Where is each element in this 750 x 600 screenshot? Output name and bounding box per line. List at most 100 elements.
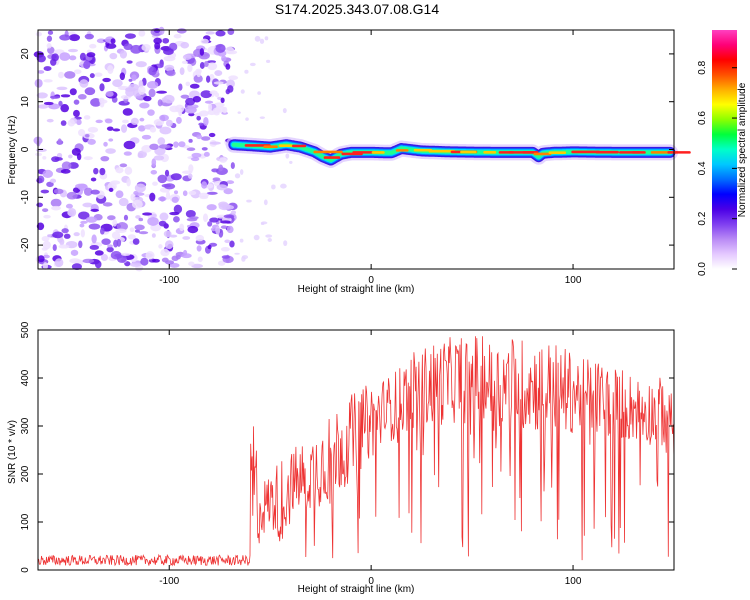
noise-blob [143,95,152,102]
spectrogram-noise-region [33,26,293,272]
x-tick-label: -100 [159,576,179,587]
noise-blob [152,258,160,263]
noise-blob [112,219,118,227]
noise-blob [285,153,290,159]
noise-blob [226,225,234,234]
noise-blob [188,164,194,173]
noise-blob [219,157,228,163]
noise-blob [158,144,171,149]
noise-blob [149,126,157,133]
noise-blob [259,116,265,119]
noise-blob [149,192,156,202]
noise-blob [163,48,174,56]
noise-blob [161,183,171,188]
y-tick-label: 300 [20,417,31,434]
noise-blob [182,236,191,240]
noise-blob [130,44,142,54]
noise-blob [134,224,145,231]
noise-blob [123,151,132,156]
noise-blob [80,229,85,238]
noise-blob [160,153,169,163]
noise-blob [205,31,215,35]
noise-blob [90,208,99,212]
noise-blob [124,166,133,175]
noise-blob [69,88,77,96]
noise-blob [123,214,129,221]
noise-blob [59,52,71,61]
noise-blob [42,262,49,270]
noise-blob [209,217,219,223]
noise-blob [207,221,213,227]
noise-blob [140,257,149,266]
noise-blob [100,254,109,262]
noise-blob [240,89,245,94]
noise-blob [181,60,188,65]
noise-blob [94,250,104,256]
noise-blob [159,212,169,221]
noise-blob [264,36,269,41]
noise-blob [150,224,162,232]
noise-blob [69,34,80,42]
noise-blob [127,234,136,240]
noise-blob [88,223,101,230]
spectrogram-x-label: Height of straight line (km) [298,284,415,295]
x-tick-label: 100 [565,576,582,587]
y-tick-label: 400 [20,369,31,386]
noise-blob [198,192,209,198]
noise-blob [136,95,143,99]
noise-blob [121,124,128,133]
noise-blob [40,189,50,194]
noise-blob [111,231,121,240]
snr-panel: -100 0 100 0 100 200 300 400 500 Height of stra… [7,321,675,595]
colorbar-gradient [712,30,737,269]
noise-blob [79,79,89,88]
noise-blob [212,107,221,114]
noise-blob [36,54,46,63]
noise-blob [163,230,172,238]
noise-blob [191,263,204,269]
noise-blob [103,141,108,147]
noise-blob [102,77,111,83]
noise-blob [237,111,241,114]
noise-blob [112,128,121,132]
noise-blob [217,260,226,266]
noise-blob [190,157,200,162]
noise-blob [207,244,212,250]
noise-blob [129,227,135,232]
noise-blob [164,240,174,250]
noise-blob [56,86,68,91]
noise-blob [80,220,88,224]
noise-blob [125,88,135,97]
x-tick-label: 0 [368,576,374,587]
noise-blob [37,255,45,263]
noise-blob [220,225,228,229]
noise-blob [138,86,146,95]
noise-blob [96,38,106,44]
noise-blob [201,181,208,189]
noise-blob [185,97,196,106]
noise-blob [206,191,218,195]
noise-blob [200,38,209,44]
noise-blob [246,199,252,203]
noise-blob [259,38,265,44]
noise-blob [260,222,265,226]
noise-blob [160,248,170,257]
noise-blob [220,97,225,104]
noise-blob [87,126,99,133]
noise-blob [154,42,161,50]
noise-blob [147,81,159,89]
noise-blob [142,212,153,216]
noise-blob [57,138,62,145]
noise-blob [169,234,178,238]
colorbar-label: Normalized spectral amplitude [737,82,748,217]
noise-blob [122,108,133,116]
noise-blob [189,83,200,89]
spectrogram-y-label: Frequency (Hz) [7,116,18,185]
noise-blob [170,173,182,181]
noise-blob [48,103,60,110]
noise-blob [164,169,170,177]
noise-blob [227,28,235,35]
noise-blob [116,222,128,231]
snr-x-ticks: -100 0 100 [159,330,582,587]
